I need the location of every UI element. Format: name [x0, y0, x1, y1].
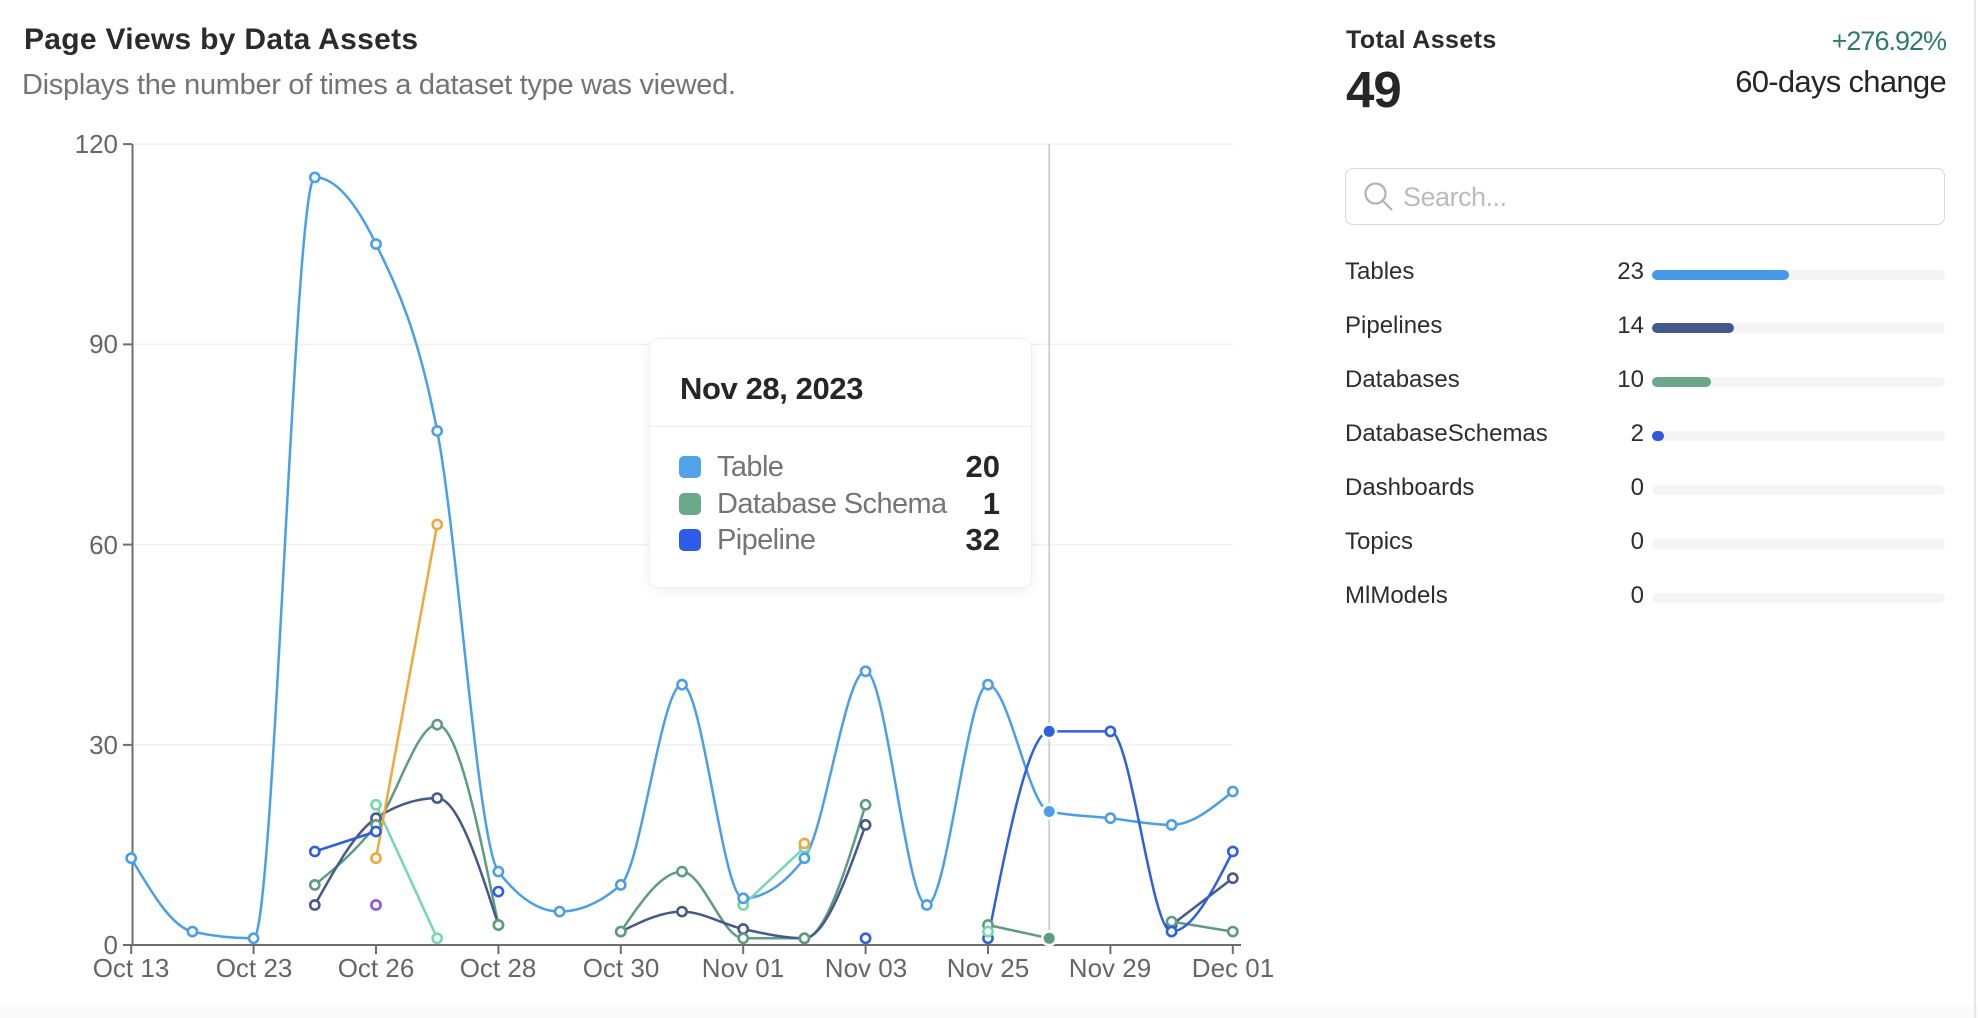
svg-text:Nov 01: Nov 01 — [702, 953, 784, 983]
svg-text:Oct 26: Oct 26 — [338, 953, 415, 983]
svg-text:Oct 13: Oct 13 — [93, 953, 170, 983]
svg-text:Oct 28: Oct 28 — [460, 953, 537, 983]
svg-text:Nov 29: Nov 29 — [1069, 953, 1151, 983]
svg-text:0: 0 — [104, 930, 118, 960]
svg-text:Oct 30: Oct 30 — [583, 953, 660, 983]
svg-text:30: 30 — [89, 730, 118, 760]
svg-text:Nov 03: Nov 03 — [825, 953, 907, 983]
svg-text:Dec 01: Dec 01 — [1192, 953, 1274, 983]
svg-text:120: 120 — [75, 129, 118, 159]
svg-text:Nov 25: Nov 25 — [947, 953, 1029, 983]
svg-text:90: 90 — [89, 329, 118, 359]
svg-text:Oct 23: Oct 23 — [216, 953, 293, 983]
svg-text:60: 60 — [89, 530, 118, 560]
